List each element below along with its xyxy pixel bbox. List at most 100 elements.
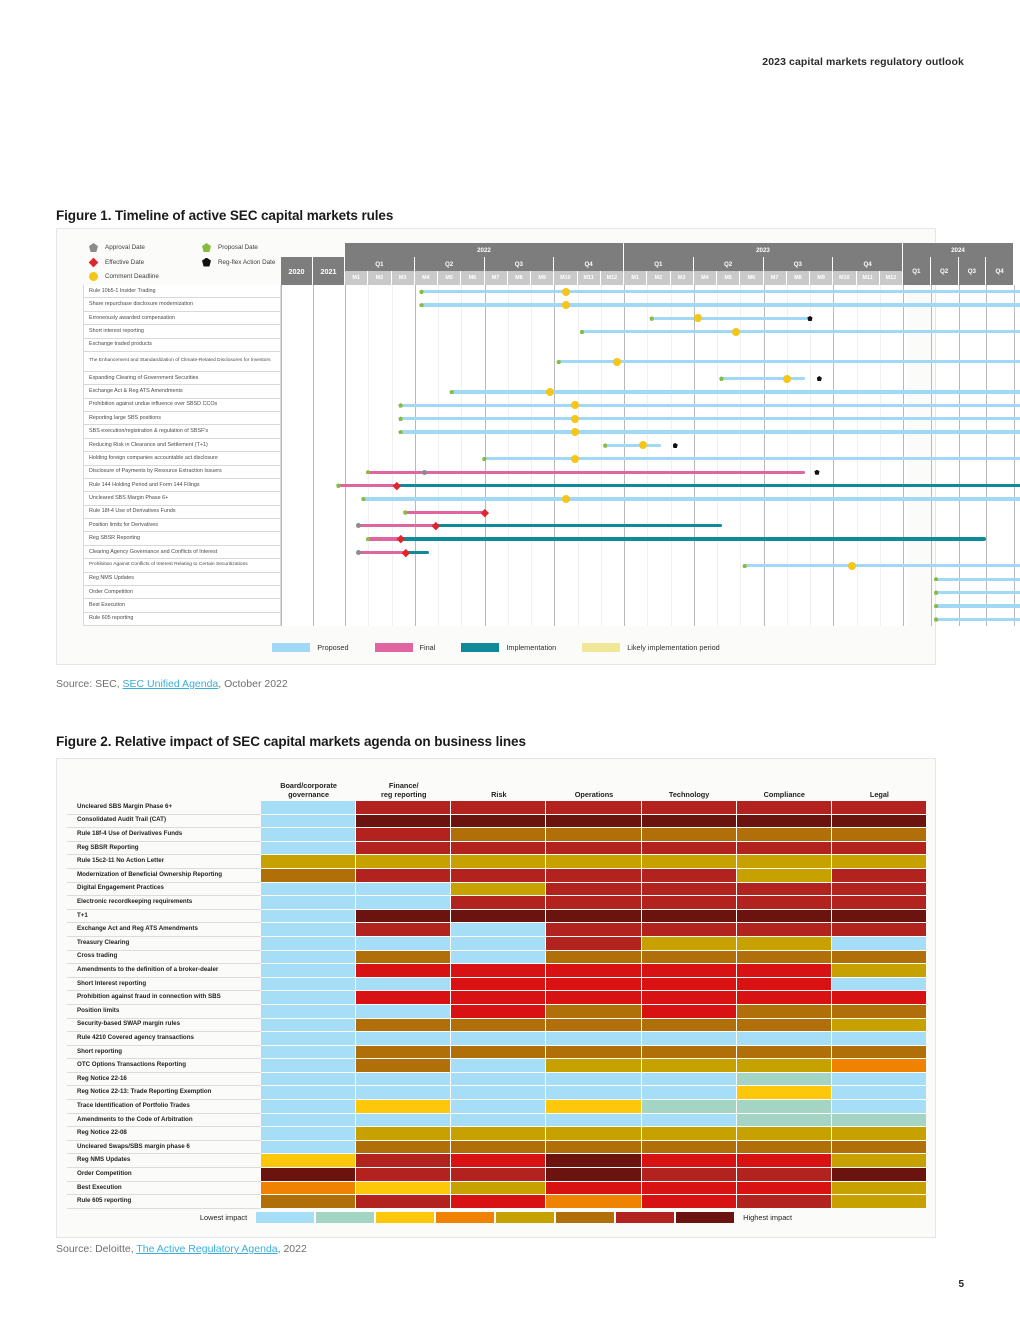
- heatmap-cell: [736, 1045, 831, 1059]
- gridline: [438, 438, 439, 453]
- timeline-row-label: Exchange Act & Reg ATS Amendments: [83, 385, 281, 399]
- heatmap-cell: [641, 923, 736, 936]
- timeline-row: Order Competition: [83, 585, 1020, 600]
- timeline-bar-proposed: [363, 497, 1020, 501]
- gridline: [833, 438, 835, 453]
- timeline-row-track: [281, 425, 1020, 439]
- heatmap-cell: [261, 1195, 356, 1208]
- gridline: [647, 559, 649, 573]
- gridline: [484, 559, 486, 573]
- gridline: [810, 438, 811, 453]
- heatmap-row: Consolidated Audit Trail (CAT): [67, 814, 927, 829]
- gridline: [531, 338, 532, 352]
- gridline: [368, 351, 370, 372]
- timeline-marker-effective: [392, 481, 401, 490]
- heatmap-cell: [736, 1113, 831, 1127]
- month-label-2022-M3: M3: [391, 271, 415, 285]
- timeline-marker-proposal: [719, 376, 724, 381]
- heatmap-cell: [736, 1086, 831, 1100]
- heatmap-row: Rule 4210 Covered agency transactions: [67, 1032, 927, 1046]
- gridline: [368, 599, 370, 613]
- timeline-row-label: Reg SBSR Reporting: [83, 532, 281, 546]
- gridline: [313, 505, 314, 519]
- gridline: [345, 545, 346, 560]
- heatmap-row-label: Rule 605 reporting: [67, 1195, 261, 1209]
- legend-item-approval-marker: Approval Date: [89, 243, 159, 252]
- timeline-bar-proposed: [400, 417, 1020, 421]
- gridline: [833, 519, 835, 533]
- heatmap-cell: [641, 1059, 736, 1072]
- gridline: [484, 545, 486, 560]
- timeline-row: Erroneously awarded compensation: [83, 311, 1015, 326]
- timeline-marker-proposal: [933, 617, 939, 622]
- gridline: [368, 452, 370, 466]
- heatmap-row: Security-based SWAP margin rules: [67, 1018, 927, 1033]
- year-label-2023: 2023: [624, 243, 903, 257]
- gridline: [577, 612, 579, 626]
- gridline: [281, 338, 282, 352]
- heatmap-cell: [546, 896, 641, 909]
- heatmap-row: Short reporting: [67, 1045, 927, 1060]
- month-label-2022-M12: M12: [600, 271, 624, 285]
- heatmap-cell: [356, 868, 451, 882]
- legend-label: Reg-flex Action Date: [218, 258, 276, 266]
- heatmap-cell: [831, 1032, 926, 1045]
- heatmap-cell: [736, 1004, 831, 1018]
- heatmap-cell: [546, 1113, 641, 1127]
- figure2-source-link[interactable]: The Active Regulatory Agenda: [136, 1243, 278, 1255]
- gridline: [368, 285, 370, 299]
- timeline-row-label: Rule 144 Holding Period and Form 144 Fil…: [83, 478, 281, 493]
- gridline: [438, 325, 439, 339]
- timeline-marker-comment: [638, 441, 647, 450]
- gridline: [531, 572, 532, 586]
- gridline: [763, 545, 765, 560]
- gridline: [281, 325, 282, 339]
- gridline: [461, 545, 463, 560]
- gridline: [786, 612, 788, 626]
- timeline-row-track: [281, 585, 1020, 600]
- legend-item-effective-marker: Effective Date: [88, 257, 159, 267]
- gridline: [531, 351, 532, 372]
- gridline: [345, 425, 346, 439]
- gridline: [693, 505, 695, 519]
- gridline: [484, 438, 486, 453]
- heatmap-column-header: Compliance: [763, 789, 805, 799]
- gridline: [507, 311, 509, 326]
- gridline: [930, 572, 932, 586]
- timeline-row-label: Best Execution: [83, 599, 281, 613]
- gridline: [693, 572, 695, 586]
- gridline: [740, 519, 742, 533]
- figure1-timeline-header: 2020 2021 2022 Q1 Q2 Q3 Q4 M1 M2 M3 M4 M5 M6 M7 M8 M9 M1…: [83, 243, 1014, 285]
- gridline: [717, 505, 718, 519]
- gridline: [879, 465, 881, 479]
- bar-legend-item: Proposed: [272, 643, 349, 652]
- gridline: [313, 338, 314, 352]
- timeline-bar-proposed: [558, 360, 1020, 364]
- gridline: [624, 559, 625, 573]
- figure1-source-link[interactable]: SEC Unified Agenda: [122, 678, 219, 690]
- heatmap-row-label: Reg SBSR Reporting: [67, 841, 261, 856]
- timeline-row-label: Holding foreign companies accountable ac…: [83, 452, 281, 466]
- heatmap-cell: [261, 909, 356, 923]
- timeline-row-label: Prohibition against undue influence over…: [83, 398, 281, 412]
- timeline-row: Reg NMS Updates: [83, 572, 1020, 586]
- gridline: [531, 505, 532, 519]
- figure1-gantt: 2020 2021 2022 Q1 Q2 Q3 Q4 M1 M2 M3 M4 M5 M6 M7 M8 M9 M1…: [83, 243, 1020, 633]
- gridline: [879, 545, 881, 560]
- impact-legend-swatch: [316, 1212, 375, 1223]
- gridline: [391, 559, 393, 573]
- gridline: [461, 559, 463, 573]
- gridline: [577, 545, 579, 560]
- gridline: [438, 545, 439, 560]
- gridline: [414, 298, 416, 312]
- heatmap-header-spacer: [67, 767, 261, 801]
- gridline: [624, 311, 625, 326]
- gridline: [414, 285, 416, 299]
- heatmap-cell: [451, 801, 546, 814]
- heatmap-cell: [831, 1004, 926, 1018]
- timeline-bar-proposed: [936, 577, 1020, 581]
- heatmap-cell: [356, 1086, 451, 1100]
- gridline: [693, 545, 695, 560]
- gridline: [986, 438, 988, 453]
- heatmap-cell: [641, 1004, 736, 1018]
